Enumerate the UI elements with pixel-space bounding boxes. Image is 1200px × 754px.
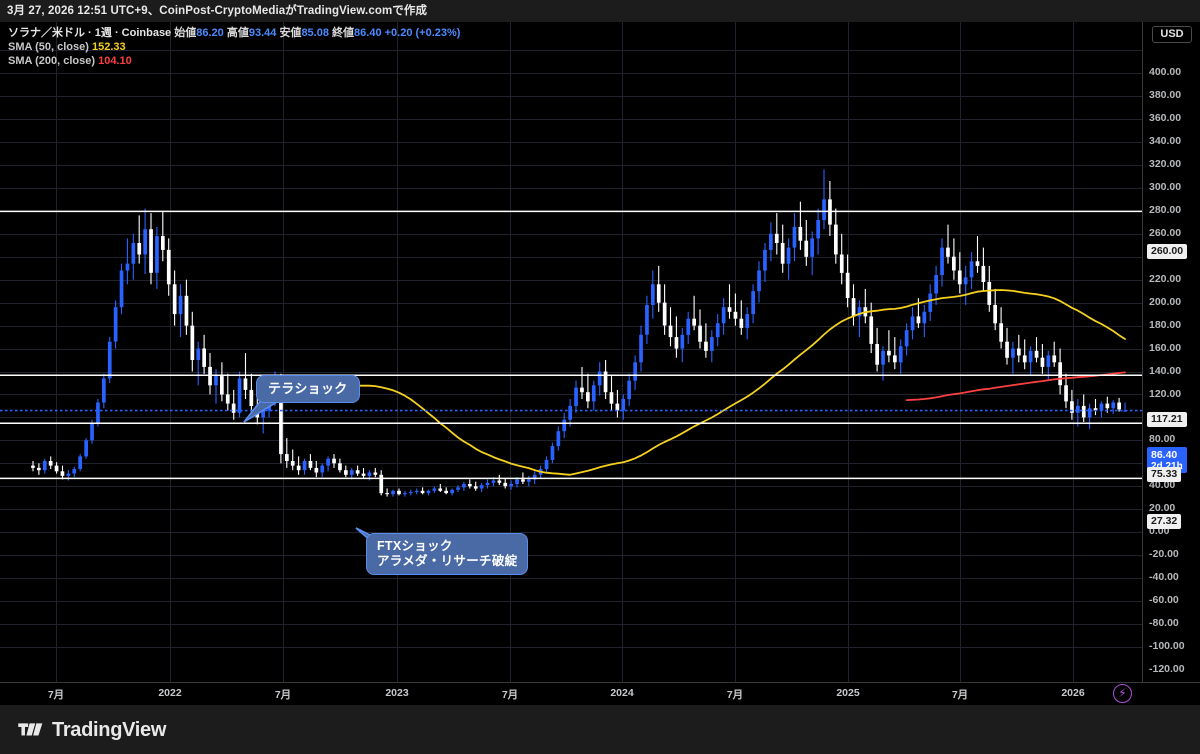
legend-change: +0.20 (+0.23%) [384, 27, 461, 39]
price-label-value: 86.40 [1151, 449, 1178, 461]
legend-symbol: ソラナ／米ドル · 1週 · Coinbase [8, 27, 172, 39]
price-tick: -20.00 [1149, 548, 1179, 561]
price-label-countdown: 2d 21h [1151, 461, 1183, 473]
time-tick: 2023 [385, 687, 409, 699]
time-tick: 7月 [47, 689, 65, 701]
price-tick: 340.00 [1149, 135, 1182, 148]
footer-bar: TradingView [0, 705, 1200, 754]
annotation-ftx-shock[interactable]: FTXショック アラメダ・リサーチ破綻 [366, 533, 529, 575]
price-tick: 300.00 [1149, 180, 1182, 193]
price-label-27-32[interactable]: 27.32 [1147, 514, 1182, 529]
legend-low-value: 85.08 [301, 27, 329, 39]
legend-sma200-row[interactable]: SMA (200, close) 104.10 [8, 54, 460, 68]
price-tick: 360.00 [1149, 112, 1182, 125]
time-tick: 7月 [274, 689, 292, 701]
legend-high-label: 高値 [226, 27, 249, 39]
legend-close-value: 86.40 [354, 27, 382, 39]
price-tick: 200.00 [1149, 295, 1182, 308]
legend-close-label: 終値 [332, 27, 355, 39]
annotation-terra-shock[interactable]: テラショック [256, 375, 360, 403]
time-tick: 2026 [1061, 687, 1085, 699]
annotation-ftx-shock-line2: アラメダ・リサーチ破綻 [377, 554, 518, 568]
price-tick: 20.00 [1149, 502, 1176, 515]
price-tick: 180.00 [1149, 318, 1182, 331]
price-tick: -60.00 [1149, 594, 1179, 607]
price-label-75-33[interactable]: 75.33 [1147, 467, 1182, 482]
time-tick: 7月 [501, 689, 519, 701]
price-tick: 80.00 [1149, 433, 1176, 446]
price-label-value: 260.00 [1151, 245, 1184, 257]
chart-legend: ソラナ／米ドル · 1週 · Coinbase 始値86.20 高値93.44 … [8, 26, 460, 68]
price-label-260-00[interactable]: 260.00 [1147, 244, 1188, 259]
time-tick: 2025 [836, 687, 860, 699]
time-axis[interactable]: 7月 2022 7月 2023 7月 2024 7月 2025 7月 2026 [0, 682, 1200, 705]
time-tick: 2022 [158, 687, 182, 699]
price-tick: -80.00 [1149, 617, 1179, 629]
annotation-ftx-shock-line1: FTXショック [377, 539, 453, 553]
candlestick-layer [31, 169, 1127, 497]
price-tick: 260.00 [1149, 226, 1182, 239]
overlay-lines-layer [0, 210, 1142, 550]
legend-low-label: 安値 [279, 27, 302, 39]
price-tick: 40.00 [1149, 479, 1176, 492]
currency-badge[interactable]: USD [1152, 26, 1192, 43]
time-tick: 2024 [610, 687, 634, 699]
legend-sma50-value: 152.33 [91, 41, 126, 53]
legend-sma200-value: 104.10 [98, 55, 132, 67]
price-tick: 140.00 [1149, 364, 1182, 377]
price-tick: 120.00 [1149, 387, 1182, 400]
price-label-value: 75.33 [1151, 468, 1178, 480]
price-tick: 160.00 [1149, 341, 1182, 354]
price-tick: -100.00 [1149, 639, 1185, 652]
price-tick: -40.00 [1149, 571, 1179, 584]
price-label-117-21[interactable]: 117.21 [1147, 412, 1187, 427]
tradingview-mark-icon [18, 723, 43, 736]
price-label-value: 27.32 [1151, 515, 1178, 527]
time-tick: 7月 [726, 689, 744, 701]
plot-canvas[interactable] [0, 22, 1142, 682]
price-tick: 320.00 [1149, 158, 1182, 170]
price-label-value: 117.21 [1151, 413, 1183, 425]
legend-sma200-label: SMA (200, close) [8, 55, 96, 67]
grid-layer [0, 22, 1142, 682]
annotation-terra-shock-line1: テラショック [268, 381, 348, 396]
legend-sma50-label: SMA (50, close) [8, 41, 89, 53]
legend-high-value: 93.44 [248, 27, 277, 39]
time-tick: 7月 [951, 689, 969, 701]
legend-open-label: 始値 [174, 27, 197, 39]
attribution-bar: 3月 27, 2026 12:51 UTC+9、CoinPost-CryptoM… [0, 0, 1200, 22]
legend-symbol-row[interactable]: ソラナ／米ドル · 1週 · Coinbase 始値86.20 高値93.44 … [8, 26, 460, 40]
lightning-bolt-icon[interactable]: ⚡ [1113, 684, 1132, 703]
price-tick: 220.00 [1149, 272, 1182, 285]
tradingview-brand-text: TradingView [52, 719, 167, 741]
price-tick: 400.00 [1149, 66, 1182, 79]
price-tick: 280.00 [1149, 203, 1182, 216]
legend-sma50-row[interactable]: SMA (50, close) 152.33 [8, 40, 460, 54]
chart-area[interactable]: ソラナ／米ドル · 1週 · Coinbase 始値86.20 高値93.44 … [0, 22, 1200, 705]
price-tick: -120.00 [1149, 662, 1185, 675]
price-axis[interactable]: USD 400.00 380.00 360.00 340.00 320.00 300.00… [1142, 22, 1200, 705]
tradingview-logo: TradingView [18, 719, 166, 742]
price-tick: 380.00 [1149, 89, 1182, 102]
legend-open-value: 86.20 [196, 27, 224, 39]
